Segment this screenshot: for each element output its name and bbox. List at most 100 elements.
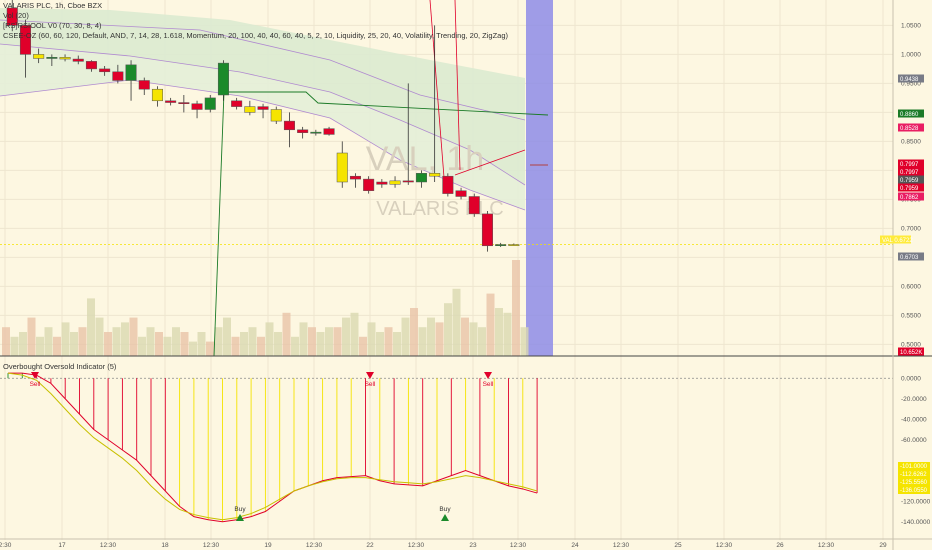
volume-bar [87, 298, 95, 356]
volume-bar [401, 317, 410, 356]
time-axis-label: 12:30 [613, 542, 630, 549]
candle-body [402, 180, 414, 183]
time-axis-label: 17 [58, 542, 66, 549]
candlesticks[interactable] [6, 0, 520, 252]
volume-bar [478, 327, 486, 356]
volume-bar [486, 293, 495, 356]
candle-body [310, 131, 322, 134]
candle-body [59, 57, 71, 60]
volume-bar [367, 322, 376, 356]
volume-bar [274, 332, 282, 356]
price-axis-label: 0.5000 [901, 341, 921, 348]
highlight-zone [526, 0, 553, 356]
volume-bar [282, 312, 291, 356]
osc-badge [898, 470, 930, 478]
volume-bar [70, 332, 78, 356]
volume-bar [444, 303, 452, 356]
time-axis-label: 25 [674, 542, 682, 549]
bollinger-mid-line [0, 19, 526, 121]
candle-body [442, 175, 454, 194]
candle-body [125, 64, 137, 81]
osc-badge-text: -112.6262 [900, 472, 927, 478]
volume-bar [180, 332, 189, 356]
volume-bar [61, 322, 70, 356]
volume-bar [308, 327, 316, 356]
candle-body [72, 58, 84, 62]
sell-label: Sell [30, 381, 41, 388]
time-axis[interactable]: 2:30 17 12:30 18 12:30 19 12:30 22 12:30 23 12:30 2… [0, 538, 932, 549]
volume-bar [104, 332, 112, 356]
volume-bar [520, 327, 529, 356]
candle-body [151, 88, 163, 102]
volume-bar [129, 317, 138, 356]
volume-bar [435, 322, 444, 356]
oscillator-pane [0, 372, 893, 523]
osc-badge [898, 478, 930, 486]
candle-body [495, 244, 507, 246]
time-axis-label: 22 [366, 542, 374, 549]
time-axis-label: 24 [571, 542, 579, 549]
sell-label: Sell [483, 381, 494, 388]
price-axis-label: 0.8500 [901, 138, 921, 145]
cloud-band-upper [0, 8, 525, 185]
buy-arrow-icon [441, 514, 449, 521]
osc-badge [898, 486, 930, 494]
candle-body [349, 175, 361, 180]
volume-bar [78, 327, 87, 356]
price-badge [898, 192, 924, 201]
candle-body [376, 181, 388, 185]
price-badge-text: 0.6703 [900, 255, 919, 261]
oscillator-axis[interactable]: 0.0000 -20.0000 -40.0000 -60.0000 -120.0000 -… [898, 375, 931, 526]
candle-body [283, 120, 295, 131]
legend-symbol[interactable]: VALARIS PLC, 1h, Cboe BZX [3, 1, 103, 10]
candle-body [231, 100, 243, 107]
candle-body [204, 97, 216, 110]
volume-bar [393, 332, 401, 356]
bollinger-cloud [0, 8, 526, 211]
price-axis-label: 0.7000 [901, 225, 921, 232]
legend-csee[interactable]: CSEE-OZ (60, 60, 120, Default, AND, 7, 1… [3, 31, 509, 40]
volume-bar [384, 327, 393, 356]
price-badge [898, 252, 924, 261]
candle-body [270, 109, 282, 122]
volume-bar [257, 336, 265, 356]
price-axis-label: 0.5500 [901, 312, 921, 319]
time-axis-label: 18 [161, 542, 169, 549]
legend-rsi[interactable]: [RS]RSIOOL V0 (70, 30, 8, 4) [3, 21, 102, 30]
legend-oscillator[interactable]: Overbought Oversold Indicator (5) [3, 362, 117, 371]
volume-bar [469, 322, 478, 356]
price-axis-label: 1.0000 [901, 51, 921, 58]
volume-bar [495, 308, 503, 356]
price-badge [898, 347, 924, 356]
candle-body [415, 173, 427, 183]
trend-line-red [454, 149, 526, 176]
price-badge-text: 0.7997 [900, 170, 919, 176]
volume-bar [359, 336, 367, 356]
buy-arrow-icon [236, 514, 244, 521]
candle-body [481, 213, 493, 247]
price-badge [898, 74, 924, 83]
price-axis[interactable]: 1.05001.00000.95000.90000.85000.80000.75… [880, 22, 924, 356]
candle-body [178, 102, 190, 104]
trend-line-red [429, 0, 446, 191]
volume-bar [265, 322, 274, 356]
volume-bar [452, 288, 461, 356]
osc-axis-label: -20.0000 [901, 396, 927, 403]
price-badge [898, 123, 924, 132]
volume-bar [112, 327, 121, 356]
legend-volume[interactable]: Vol (20) [3, 11, 29, 20]
osc-main-line [8, 372, 538, 523]
time-axis-label: 19 [264, 542, 272, 549]
candle-body [244, 106, 256, 113]
osc-badge-text: -136.0550 [900, 488, 928, 494]
candle-body [46, 57, 58, 59]
price-badge-text: 0.7959 [900, 178, 919, 184]
volume-bar [27, 317, 36, 356]
candle-body [468, 196, 480, 215]
volume-bar [214, 327, 223, 356]
osc-badge-text: -125.5560 [900, 480, 928, 486]
volume-bar [350, 312, 359, 356]
candle-body [191, 103, 203, 110]
volume-bar [240, 332, 248, 356]
